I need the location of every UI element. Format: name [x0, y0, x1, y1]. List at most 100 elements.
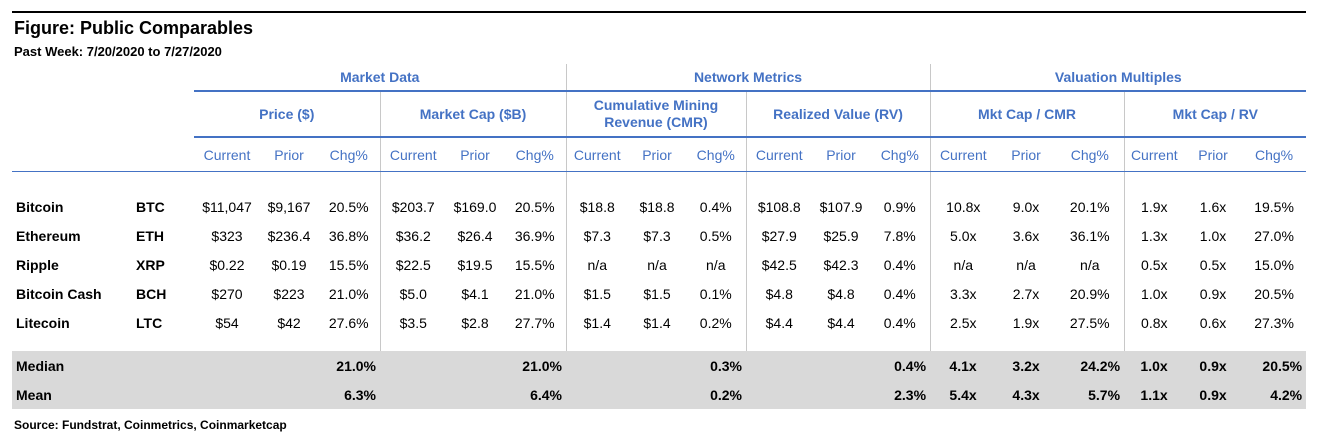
table-cell: n/a — [1016, 256, 1036, 273]
col-current: Current — [379, 137, 446, 172]
subgroup-cmr: Cumulative Mining Revenue (CMR) — [565, 91, 746, 138]
table-cell: 36.9% — [514, 227, 555, 244]
comparables-table: Market Data Network Metrics Valuation Mu… — [12, 64, 1307, 409]
summary-cell: 6.4% — [504, 380, 566, 409]
coin-name: Ethereum — [16, 227, 81, 244]
table-cell: n/a — [706, 256, 726, 273]
table-cell: 20.5% — [328, 198, 369, 215]
table-cell: 0.4% — [883, 256, 916, 273]
table-cell: $26.4 — [457, 227, 493, 244]
table-cell: $27.9 — [745, 221, 812, 250]
empty-cell — [136, 380, 194, 409]
top-rule — [12, 11, 1306, 13]
group-network-metrics: Network Metrics — [565, 64, 931, 92]
summary-cell: 0.3% — [686, 351, 746, 380]
subgroup-market-cap: Market Cap ($B) — [379, 91, 566, 138]
table-cell: 27.7% — [514, 314, 555, 331]
coin-name: Bitcoin — [16, 198, 64, 215]
table-cell: $18.8 — [639, 198, 675, 215]
table-cell: 0.5x — [1123, 250, 1185, 279]
table-row: Ethereum ETH $323 $236.4 36.8% $36.2 $26.4 36.9… — [12, 221, 1306, 250]
coin-name: Litecoin — [16, 314, 70, 331]
summary-cell: 21.0% — [504, 351, 566, 380]
table-cell: $4.4 — [745, 308, 812, 337]
table-cell: $0.19 — [271, 256, 307, 273]
table-cell: n/a — [929, 250, 997, 279]
group-market-data: Market Data — [194, 64, 566, 92]
table-cell: n/a — [1080, 256, 1100, 273]
summary-label: Median — [12, 351, 136, 380]
coin-name: Ripple — [16, 256, 59, 273]
table-cell: $25.9 — [823, 227, 859, 244]
table-cell: $7.3 — [565, 221, 628, 250]
summary-cell — [260, 380, 318, 409]
table-cell: $18.8 — [565, 192, 628, 221]
col-chg: Chg% — [686, 137, 746, 172]
table-cell: 21.0% — [328, 285, 369, 302]
summary-cell: 1.1x — [1124, 380, 1185, 409]
col-prior: Prior — [446, 137, 504, 172]
coin-ticker: BTC — [136, 198, 165, 215]
table-cell: $107.9 — [819, 198, 863, 215]
summary-cell — [746, 351, 812, 380]
table-cell: $1.5 — [643, 285, 671, 302]
table-cell: 0.4% — [883, 285, 916, 302]
table-cell: 1.0x — [1123, 279, 1185, 308]
table-cell: 15.5% — [514, 256, 555, 273]
table-cell: 9.0x — [1012, 198, 1040, 215]
table-cell: 20.1% — [1069, 198, 1110, 215]
table-cell: $7.3 — [643, 227, 671, 244]
table-cell: 1.0x — [1199, 227, 1227, 244]
summary-cell — [628, 380, 686, 409]
table-cell: 7.8% — [883, 227, 916, 244]
table-cell: 0.5x — [1199, 256, 1227, 273]
col-current: Current — [929, 137, 997, 172]
table-cell: $36.2 — [379, 221, 446, 250]
table-row: Litecoin LTC $54 $42 27.6% $3.5 $2.8 27.7% $1.4 $… — [12, 308, 1306, 337]
table-cell: 15.0% — [1254, 256, 1294, 273]
subgroup-header-row: Price ($) Market Cap ($B) Cumulative Min… — [12, 91, 1307, 138]
summary-cell: 5.7% — [1056, 380, 1125, 409]
table-cell: $9,167 — [267, 198, 311, 215]
table-cell: 27.5% — [1069, 314, 1110, 331]
col-current: Current — [565, 137, 628, 172]
summary-cell — [446, 351, 504, 380]
subgroup-cmr-line1: Cumulative Mining — [593, 97, 719, 113]
summary-cell: 4.2% — [1242, 380, 1307, 409]
col-prior: Prior — [260, 137, 318, 172]
table-cell: 0.1% — [699, 285, 732, 302]
table-cell: 36.8% — [328, 227, 369, 244]
summary-row: Mean 6.3% 6.4% 0.2% 2.3% 5.4x 4.3x 5.7% 1.1x 0.9x… — [12, 380, 1307, 409]
table-cell: $4.4 — [827, 314, 855, 331]
summary-cell: 1.0x — [1124, 351, 1185, 380]
summary-cell — [194, 351, 260, 380]
table-cell: $22.5 — [379, 250, 446, 279]
table-cell: $1.4 — [565, 308, 628, 337]
table-cell: $236.4 — [267, 227, 311, 244]
table-row: Bitcoin Cash BCH $270 $223 21.0% $5.0 $4.1 21.0… — [12, 279, 1306, 308]
table-cell: 0.9% — [883, 198, 916, 215]
table-cell: $19.5 — [457, 256, 493, 273]
summary-cell: 4.1x — [930, 351, 997, 380]
coin-ticker: ETH — [136, 227, 164, 244]
summary-rows: Median 21.0% 21.0% 0.3% 0.4% 4.1x 3.2x 24.2% 1.0… — [12, 351, 1307, 409]
col-prior: Prior — [1184, 137, 1243, 172]
summary-cell — [628, 351, 686, 380]
table-cell: 15.5% — [328, 256, 369, 273]
table-cell: 0.5% — [699, 227, 732, 244]
column-header-row: Current Prior Chg% Current Prior Chg% Cu… — [12, 137, 1307, 172]
coin-name: Bitcoin Cash — [16, 285, 102, 302]
table-cell: 0.9x — [1199, 285, 1227, 302]
col-current: Current — [194, 137, 260, 172]
summary-cell: 2.3% — [870, 380, 931, 409]
summary-cell: 24.2% — [1056, 351, 1125, 380]
table-cell: 20.9% — [1069, 285, 1110, 302]
summary-cell — [194, 380, 260, 409]
subgroup-mktcap-cmr: Mkt Cap / CMR — [929, 91, 1125, 138]
summary-cell — [812, 351, 870, 380]
table-cell: 0.4% — [699, 198, 732, 215]
table-cell: 20.5% — [514, 198, 555, 215]
summary-cell: 3.2x — [996, 351, 1057, 380]
table-cell: $42 — [277, 314, 301, 331]
source-note: Source: Fundstrat, Coinmetrics, Coinmark… — [14, 418, 287, 432]
